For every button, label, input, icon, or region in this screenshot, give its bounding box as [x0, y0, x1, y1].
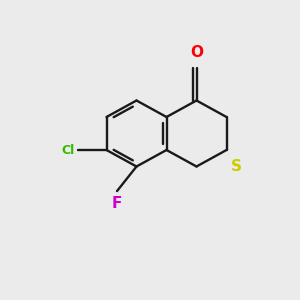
Text: O: O	[190, 45, 203, 60]
Text: F: F	[112, 196, 122, 211]
Text: Cl: Cl	[61, 143, 74, 157]
Text: S: S	[231, 159, 242, 174]
